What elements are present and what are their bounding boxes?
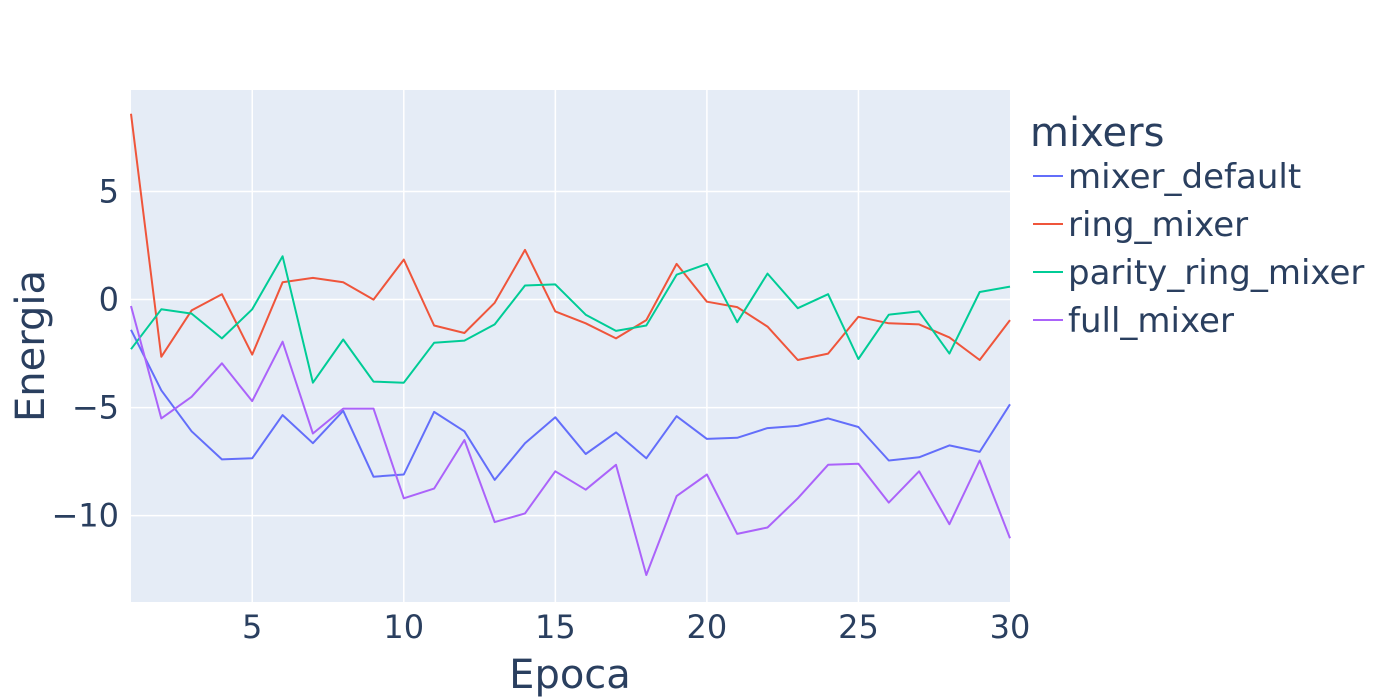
legend-label: parity_ring_mixer xyxy=(1068,253,1364,293)
legend-title: mixers xyxy=(1030,110,1164,156)
x-tick-label: 20 xyxy=(687,608,728,646)
legend-item-parity-ring-mixer[interactable]: parity_ring_mixer xyxy=(1033,253,1364,293)
x-tick-labels: 5 10 15 20 25 30 xyxy=(242,608,1030,646)
series-line-full-mixer xyxy=(130,305,1011,576)
legend[interactable]: mixers mixer_default ring_mixer parity_rin… xyxy=(1030,110,1364,341)
x-tick-label: 25 xyxy=(838,608,879,646)
legend-label: mixer_default xyxy=(1068,157,1301,197)
y-tick-label: 0 xyxy=(99,281,119,319)
y-axis-title: Energia xyxy=(8,270,54,422)
legend-item-mixer-default[interactable]: mixer_default xyxy=(1033,157,1301,197)
x-tick-label: 30 xyxy=(990,608,1031,646)
y-tick-label: 5 xyxy=(99,173,119,211)
x-tick-label: 15 xyxy=(535,608,576,646)
legend-item-ring-mixer[interactable]: ring_mixer xyxy=(1033,205,1248,245)
legend-item-full-mixer[interactable]: full_mixer xyxy=(1033,301,1234,341)
y-tick-labels: 5 0 −5 −10 xyxy=(51,173,119,535)
y-tick-label: −10 xyxy=(51,497,119,535)
series-line-mixer-default xyxy=(130,329,1011,481)
x-tick-label: 5 xyxy=(242,608,262,646)
series-line-ring-mixer xyxy=(130,113,1011,361)
legend-label: ring_mixer xyxy=(1068,205,1248,245)
series-line-parity-ring-mixer xyxy=(130,255,1011,384)
y-tick-label: −5 xyxy=(72,389,119,427)
plot-background xyxy=(131,90,1010,602)
series-lines xyxy=(130,113,1011,576)
x-tick-label: 10 xyxy=(383,608,424,646)
x-axis-title: Epoca xyxy=(509,652,631,698)
legend-label: full_mixer xyxy=(1068,301,1234,341)
